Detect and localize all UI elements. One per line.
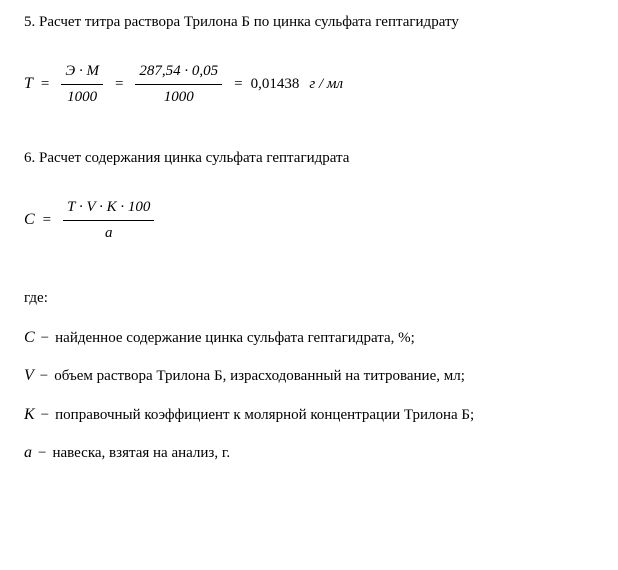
formula5-fraction1: Э · М 1000 (61, 61, 103, 108)
equals-sign: = (234, 74, 242, 95)
def-symbol: C (24, 327, 35, 349)
def-dash: − (41, 328, 49, 349)
formula5-unit: г / мл (309, 74, 343, 95)
def-symbol: a (24, 442, 32, 464)
where-label: где: (24, 288, 594, 309)
formula5-frac2-num: 287,54 · 0,05 (135, 61, 222, 85)
def-symbol: V (24, 365, 34, 387)
formula5-lhs: T (24, 73, 33, 95)
equals-sign: = (115, 74, 123, 95)
formula6-num: T · V · K · 100 (63, 197, 154, 221)
where-block: где: C − найденное содержание цинка суль… (24, 288, 594, 465)
def-line: C − найденное содержание цинка сульфата … (24, 327, 594, 349)
formula6-fraction: T · V · K · 100 a (63, 197, 154, 244)
def-dash: − (41, 405, 49, 426)
formula5-result: 0,01438 (251, 74, 300, 95)
def-symbol: K (24, 404, 35, 426)
formula6-lhs: C (24, 209, 35, 231)
equals-sign: = (43, 210, 51, 231)
def-line: V − объем раствора Трилона Б, израсходов… (24, 365, 594, 387)
def-desc: поправочный коэффициент к молярной конце… (55, 405, 474, 426)
def-desc: объем раствора Трилона Б, израсходованны… (54, 366, 465, 387)
def-line: K − поправочный коэффициент к молярной к… (24, 404, 594, 426)
def-desc: найденное содержание цинка сульфата гепт… (55, 328, 415, 349)
def-dash: − (40, 366, 48, 387)
def-line: a − навеска, взятая на анализ, г. (24, 442, 594, 464)
def-desc: навеска, взятая на анализ, г. (52, 443, 230, 464)
formula5-frac1-num: Э · М (61, 61, 103, 85)
formula5-frac1-den: 1000 (63, 85, 101, 108)
equals-sign: = (41, 74, 49, 95)
section6-formula: C = T · V · K · 100 a (24, 197, 594, 244)
formula6-den: a (101, 221, 117, 244)
formula5-fraction2: 287,54 · 0,05 1000 (135, 61, 222, 108)
section5-heading: 5. Расчет титра раствора Трилона Б по ци… (24, 12, 594, 33)
formula5-frac2-den: 1000 (160, 85, 198, 108)
def-dash: − (38, 443, 46, 464)
section6-heading: 6. Расчет содержания цинка сульфата гепт… (24, 148, 594, 169)
section5-formula: T = Э · М 1000 = 287,54 · 0,05 1000 = 0,… (24, 61, 594, 108)
